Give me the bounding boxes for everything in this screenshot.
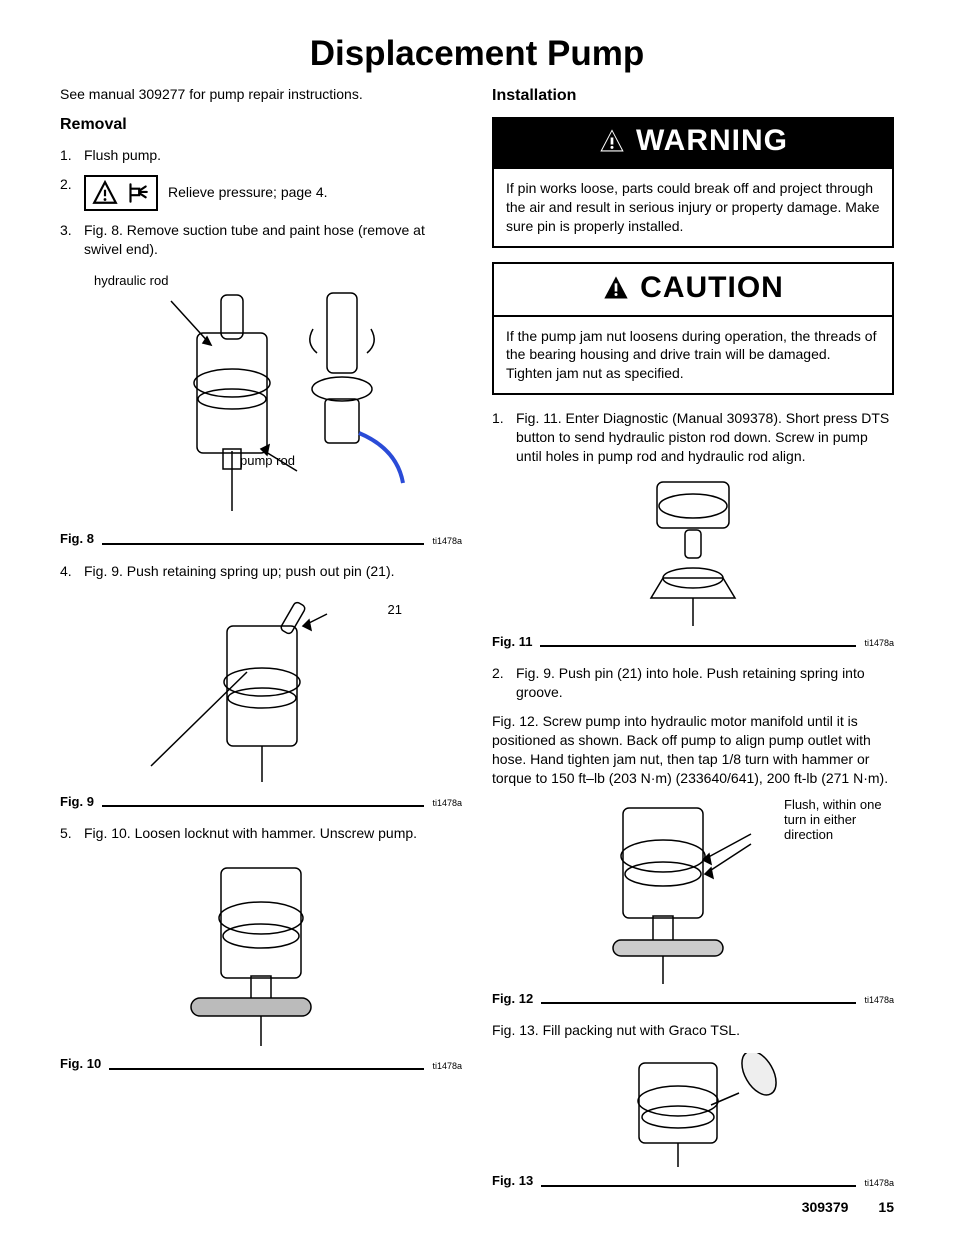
warning-title: WARNING: [636, 121, 788, 162]
warning-box: If pin works loose, parts could break of…: [492, 167, 894, 248]
figure-label: Fig. 10: [60, 1055, 101, 1073]
step-text: Fig. 9. Push retaining spring up; push o…: [84, 562, 462, 581]
caution-banner: CAUTION: [494, 264, 892, 317]
page-number: 15: [878, 1198, 894, 1217]
figure-label: Fig. 12: [492, 990, 533, 1008]
figure-label: Fig. 13: [492, 1172, 533, 1190]
pin-removal-icon: [131, 596, 391, 786]
left-column: See manual 309277 for pump repair instru…: [60, 85, 462, 1189]
step-number: 2.: [492, 664, 516, 702]
caution-box: CAUTION If the pump jam nut loosens duri…: [492, 262, 894, 395]
removal-heading: Removal: [60, 114, 462, 136]
figure-12: Flush, within one turn in either directi…: [492, 798, 894, 1008]
step-4: 4. Fig. 9. Push retaining spring up; pus…: [60, 562, 462, 581]
step-3: 3. Fig. 8. Remove suction tube and paint…: [60, 221, 462, 259]
figure-code: ti1478a: [864, 637, 894, 649]
step-2: 2. Relieve pressure; page 4.: [60, 175, 462, 211]
figure-rule: [102, 805, 425, 807]
figure-11: Fig. 11 ti1478a: [492, 476, 894, 651]
step-number: 1.: [60, 146, 84, 165]
warning-icons: [84, 175, 158, 211]
step-number: 1.: [492, 409, 516, 466]
warning-text: If pin works loose, parts could break of…: [506, 180, 880, 234]
figure-label: Fig. 8: [60, 530, 94, 548]
figure-code: ti1478a: [864, 994, 894, 1006]
step-text: Fig. 10. Loosen locknut with hammer. Uns…: [84, 824, 462, 843]
figure-rule: [540, 645, 856, 647]
fig13-paragraph: Fig. 13. Fill packing nut with Graco TSL…: [492, 1021, 894, 1040]
figure-code: ti1478a: [432, 535, 462, 547]
step-number: 3.: [60, 221, 84, 259]
doc-number: 309379: [802, 1198, 849, 1217]
figure-label: Fig. 9: [60, 793, 94, 811]
step-text: Relieve pressure; page 4.: [168, 183, 328, 202]
fig8-callout-pump-rod: pump rod: [240, 454, 295, 468]
triangle-exclaim-icon: [92, 180, 118, 206]
step-text: Flush pump.: [84, 146, 462, 165]
caution-text: If the pump jam nut loosens during opera…: [494, 317, 892, 394]
fig12-callout: Flush, within one turn in either directi…: [784, 798, 894, 843]
figure-code: ti1478a: [864, 1177, 894, 1189]
hand-spray-icon: [124, 180, 150, 206]
figure-rule: [109, 1068, 424, 1070]
right-column: Installation WARNING If pin works loose,…: [492, 85, 894, 1189]
pump-assembly-icon: [101, 273, 421, 523]
fig12-paragraph: Fig. 12. Screw pump into hydraulic motor…: [492, 712, 894, 788]
install-step-1: 1. Fig. 11. Enter Diagnostic (Manual 309…: [492, 409, 894, 466]
figure-code: ti1478a: [432, 1060, 462, 1072]
step-number: 2.: [60, 175, 84, 211]
fig9-callout-21: 21: [388, 601, 402, 619]
step-text: Fig. 8. Remove suction tube and paint ho…: [84, 221, 462, 259]
step-number: 5.: [60, 824, 84, 843]
figure-9: 21 Fig. 9: [60, 591, 462, 811]
step-text: Fig. 9. Push pin (21) into hole. Push re…: [516, 664, 894, 702]
page-title: Displacement Pump: [60, 30, 894, 77]
figure-code: ti1478a: [432, 797, 462, 809]
installation-heading: Installation: [492, 85, 894, 107]
warning-banner: WARNING: [492, 117, 894, 168]
step-5: 5. Fig. 10. Loosen locknut with hammer. …: [60, 824, 462, 843]
figure-label: Fig. 11: [492, 633, 532, 651]
triangle-exclaim-icon: [602, 274, 630, 302]
intro-text: See manual 309277 for pump repair instru…: [60, 85, 462, 104]
figure-13: Fig. 13 ti1478a: [492, 1050, 894, 1190]
caution-title: CAUTION: [640, 268, 784, 309]
step-1: 1. Flush pump.: [60, 146, 462, 165]
rod-align-icon: [603, 478, 783, 628]
figure-8: hydraulic rod pump rod: [60, 268, 462, 548]
fill-tsl-icon: [583, 1053, 803, 1168]
figure-rule: [541, 1185, 856, 1187]
figure-rule: [102, 543, 425, 545]
install-step-2: 2. Fig. 9. Push pin (21) into hole. Push…: [492, 664, 894, 702]
fig8-callout-hydraulic-rod: hydraulic rod: [94, 274, 168, 288]
step-number: 4.: [60, 562, 84, 581]
figure-10: Fig. 10 ti1478a: [60, 853, 462, 1073]
figure-rule: [541, 1002, 856, 1004]
triangle-exclaim-icon: [598, 127, 626, 155]
step-text: Fig. 11. Enter Diagnostic (Manual 309378…: [516, 409, 894, 466]
locknut-loosen-icon: [151, 858, 371, 1048]
page-footer: 309379 15: [802, 1198, 894, 1217]
